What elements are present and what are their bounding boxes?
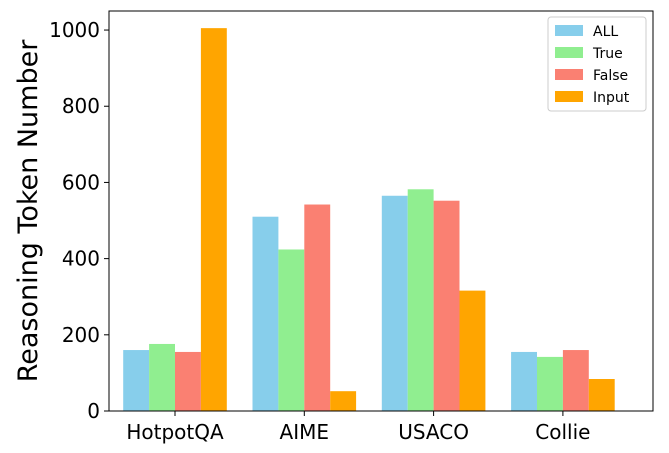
bar-true-usaco: [407, 189, 434, 411]
legend: ALL True False Input: [547, 16, 647, 112]
y-tick-label: 400: [62, 247, 100, 271]
legend-label-false: False: [593, 68, 628, 84]
y-axis-title: Reasoning Token Number: [13, 39, 44, 383]
bar-true-hotpotqa: [149, 343, 175, 411]
x-axis-ticks: HotpotQA AIME USACO Collie: [126, 411, 590, 444]
x-tick-label: USACO: [398, 420, 469, 444]
bar-input-aime: [330, 391, 357, 411]
x-tick-label: HotpotQA: [126, 420, 224, 444]
bar-true-collie: [537, 356, 563, 411]
legend-swatch-input: [555, 91, 583, 102]
y-tick-label: 800: [62, 94, 100, 118]
bars-group: [123, 28, 615, 411]
bar-false-hotpotqa: [175, 351, 201, 411]
plot-frame: [108, 10, 654, 412]
y-axis-ticks: 0 200 400 600 800 1000: [49, 18, 109, 423]
legend-label-all: ALL: [593, 24, 618, 40]
legend-label-input: Input: [593, 90, 630, 106]
bar-false-aime: [304, 204, 331, 411]
x-tick-label: Collie: [535, 420, 590, 444]
y-tick-label: 200: [62, 323, 100, 347]
legend-box: [547, 16, 647, 112]
legend-label-true: True: [592, 46, 623, 62]
bar-all-usaco: [381, 195, 408, 411]
x-tick-label: AIME: [280, 420, 329, 444]
bar-all-hotpotqa: [123, 350, 150, 411]
y-tick-label: 0: [87, 399, 100, 423]
legend-swatch-true: [555, 47, 583, 58]
bar-false-collie: [562, 350, 589, 411]
bar-true-aime: [278, 249, 305, 411]
legend-swatch-false: [555, 69, 583, 80]
bar-input-hotpotqa: [200, 28, 227, 411]
bar-false-usaco: [433, 200, 460, 411]
y-tick-label: 600: [62, 170, 100, 194]
bar-input-collie: [588, 379, 615, 411]
bar-input-usaco: [459, 290, 486, 411]
bar-all-aime: [252, 216, 279, 411]
legend-swatch-all: [555, 25, 583, 36]
bar-all-collie: [511, 351, 537, 411]
y-tick-label: 1000: [49, 18, 100, 42]
